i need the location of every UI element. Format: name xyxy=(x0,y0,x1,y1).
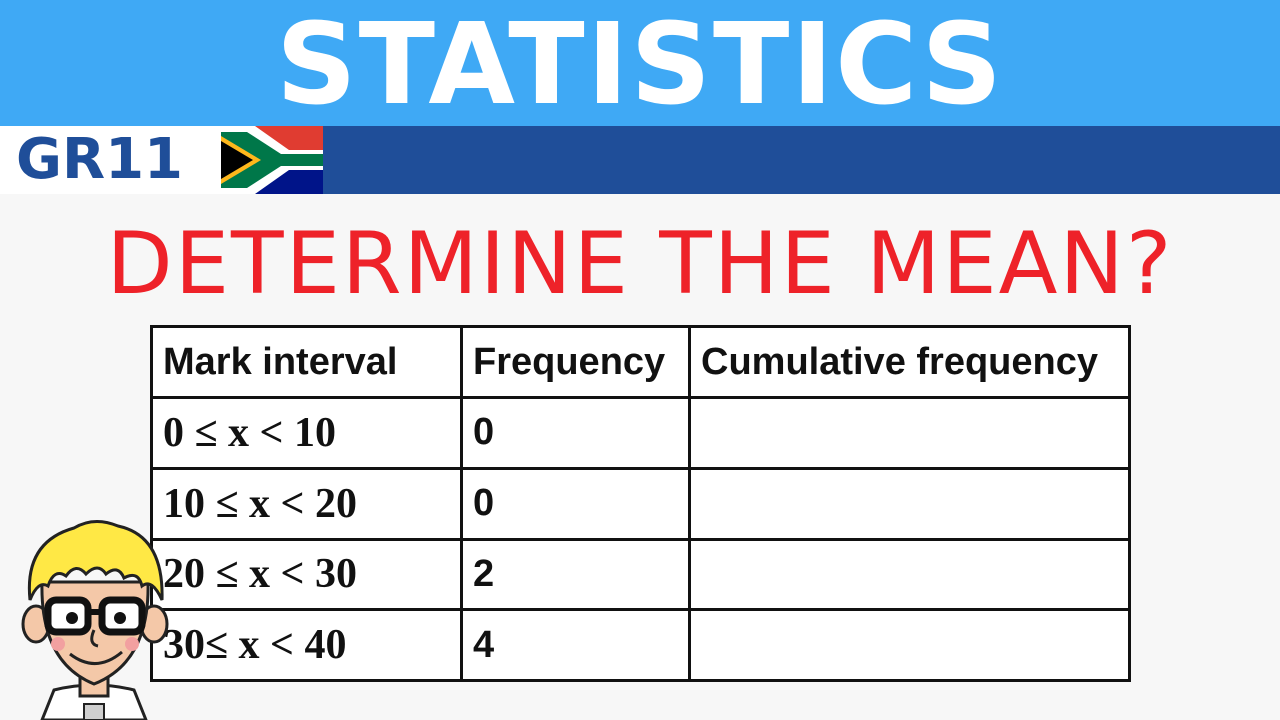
question-heading: DETERMINE THE MEAN? xyxy=(106,214,1174,314)
cartoon-boy-glasses-icon xyxy=(21,520,169,720)
cell-frequency: 2 xyxy=(460,537,691,612)
header-mark-interval: Mark interval xyxy=(150,325,463,399)
cell-interval: 30≤ x < 40 xyxy=(150,608,463,682)
grade-box: GR11 xyxy=(0,126,323,194)
cell-cumulative xyxy=(688,537,1131,612)
header-frequency: Frequency xyxy=(460,325,691,399)
frequency-table: Mark interval Frequency Cumulative frequ… xyxy=(150,325,1131,682)
cell-cumulative xyxy=(688,608,1131,682)
interval-value: 30≤ x < 40 xyxy=(163,622,347,669)
cell-frequency: 0 xyxy=(460,466,691,541)
grade-label: GR11 xyxy=(16,127,184,192)
south-africa-flag-icon xyxy=(221,126,323,194)
interval-value: 10 ≤ x < 20 xyxy=(163,480,357,527)
header-cumulative-frequency: Cumulative frequency xyxy=(688,325,1131,399)
cell-interval: 20 ≤ x < 30 xyxy=(150,537,463,612)
table-row: 0 ≤ x < 10 0 xyxy=(150,396,1131,470)
table-row: 30≤ x < 40 4 xyxy=(150,608,1131,682)
table-header-row: Mark interval Frequency Cumulative frequ… xyxy=(150,325,1131,399)
cell-cumulative xyxy=(688,396,1131,470)
interval-value: 20 ≤ x < 30 xyxy=(163,551,357,598)
table-row: 20 ≤ x < 30 2 xyxy=(150,537,1131,612)
cell-frequency: 4 xyxy=(460,608,691,682)
interval-value: 0 ≤ x < 10 xyxy=(163,409,336,456)
banner-title: STATISTICS xyxy=(275,0,1005,130)
top-banner: STATISTICS xyxy=(0,0,1280,126)
grade-bar: GR11 xyxy=(0,126,1280,194)
cell-frequency: 0 xyxy=(460,396,691,470)
cell-interval: 10 ≤ x < 20 xyxy=(150,466,463,541)
cell-cumulative xyxy=(688,466,1131,541)
table-row: 10 ≤ x < 20 0 xyxy=(150,466,1131,541)
cell-interval: 0 ≤ x < 10 xyxy=(150,396,463,470)
